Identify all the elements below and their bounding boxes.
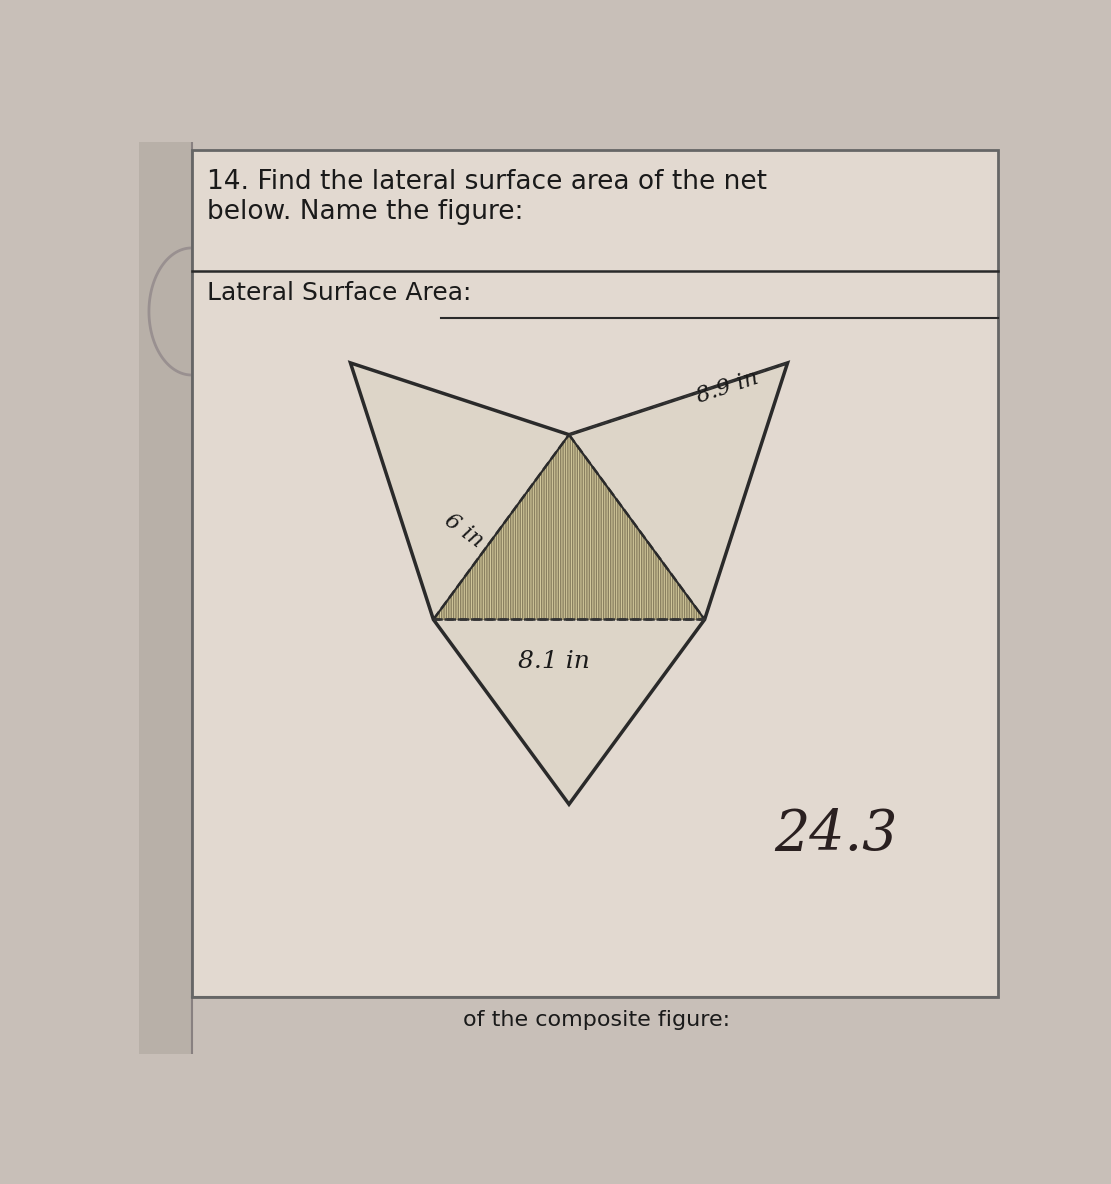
Polygon shape [350,362,788,804]
Text: 8.1 in: 8.1 in [518,650,590,674]
Text: 8.9 in: 8.9 in [693,367,761,407]
Polygon shape [433,435,704,619]
Text: 24.3: 24.3 [774,807,898,862]
Text: 6 in: 6 in [440,509,488,553]
Text: Lateral Surface Area:: Lateral Surface Area: [207,281,471,304]
Text: 14. Find the lateral surface area of the net
below. Name the figure:: 14. Find the lateral surface area of the… [207,169,767,225]
Bar [139,142,191,1054]
Text: of the composite figure:: of the composite figure: [462,1010,730,1030]
